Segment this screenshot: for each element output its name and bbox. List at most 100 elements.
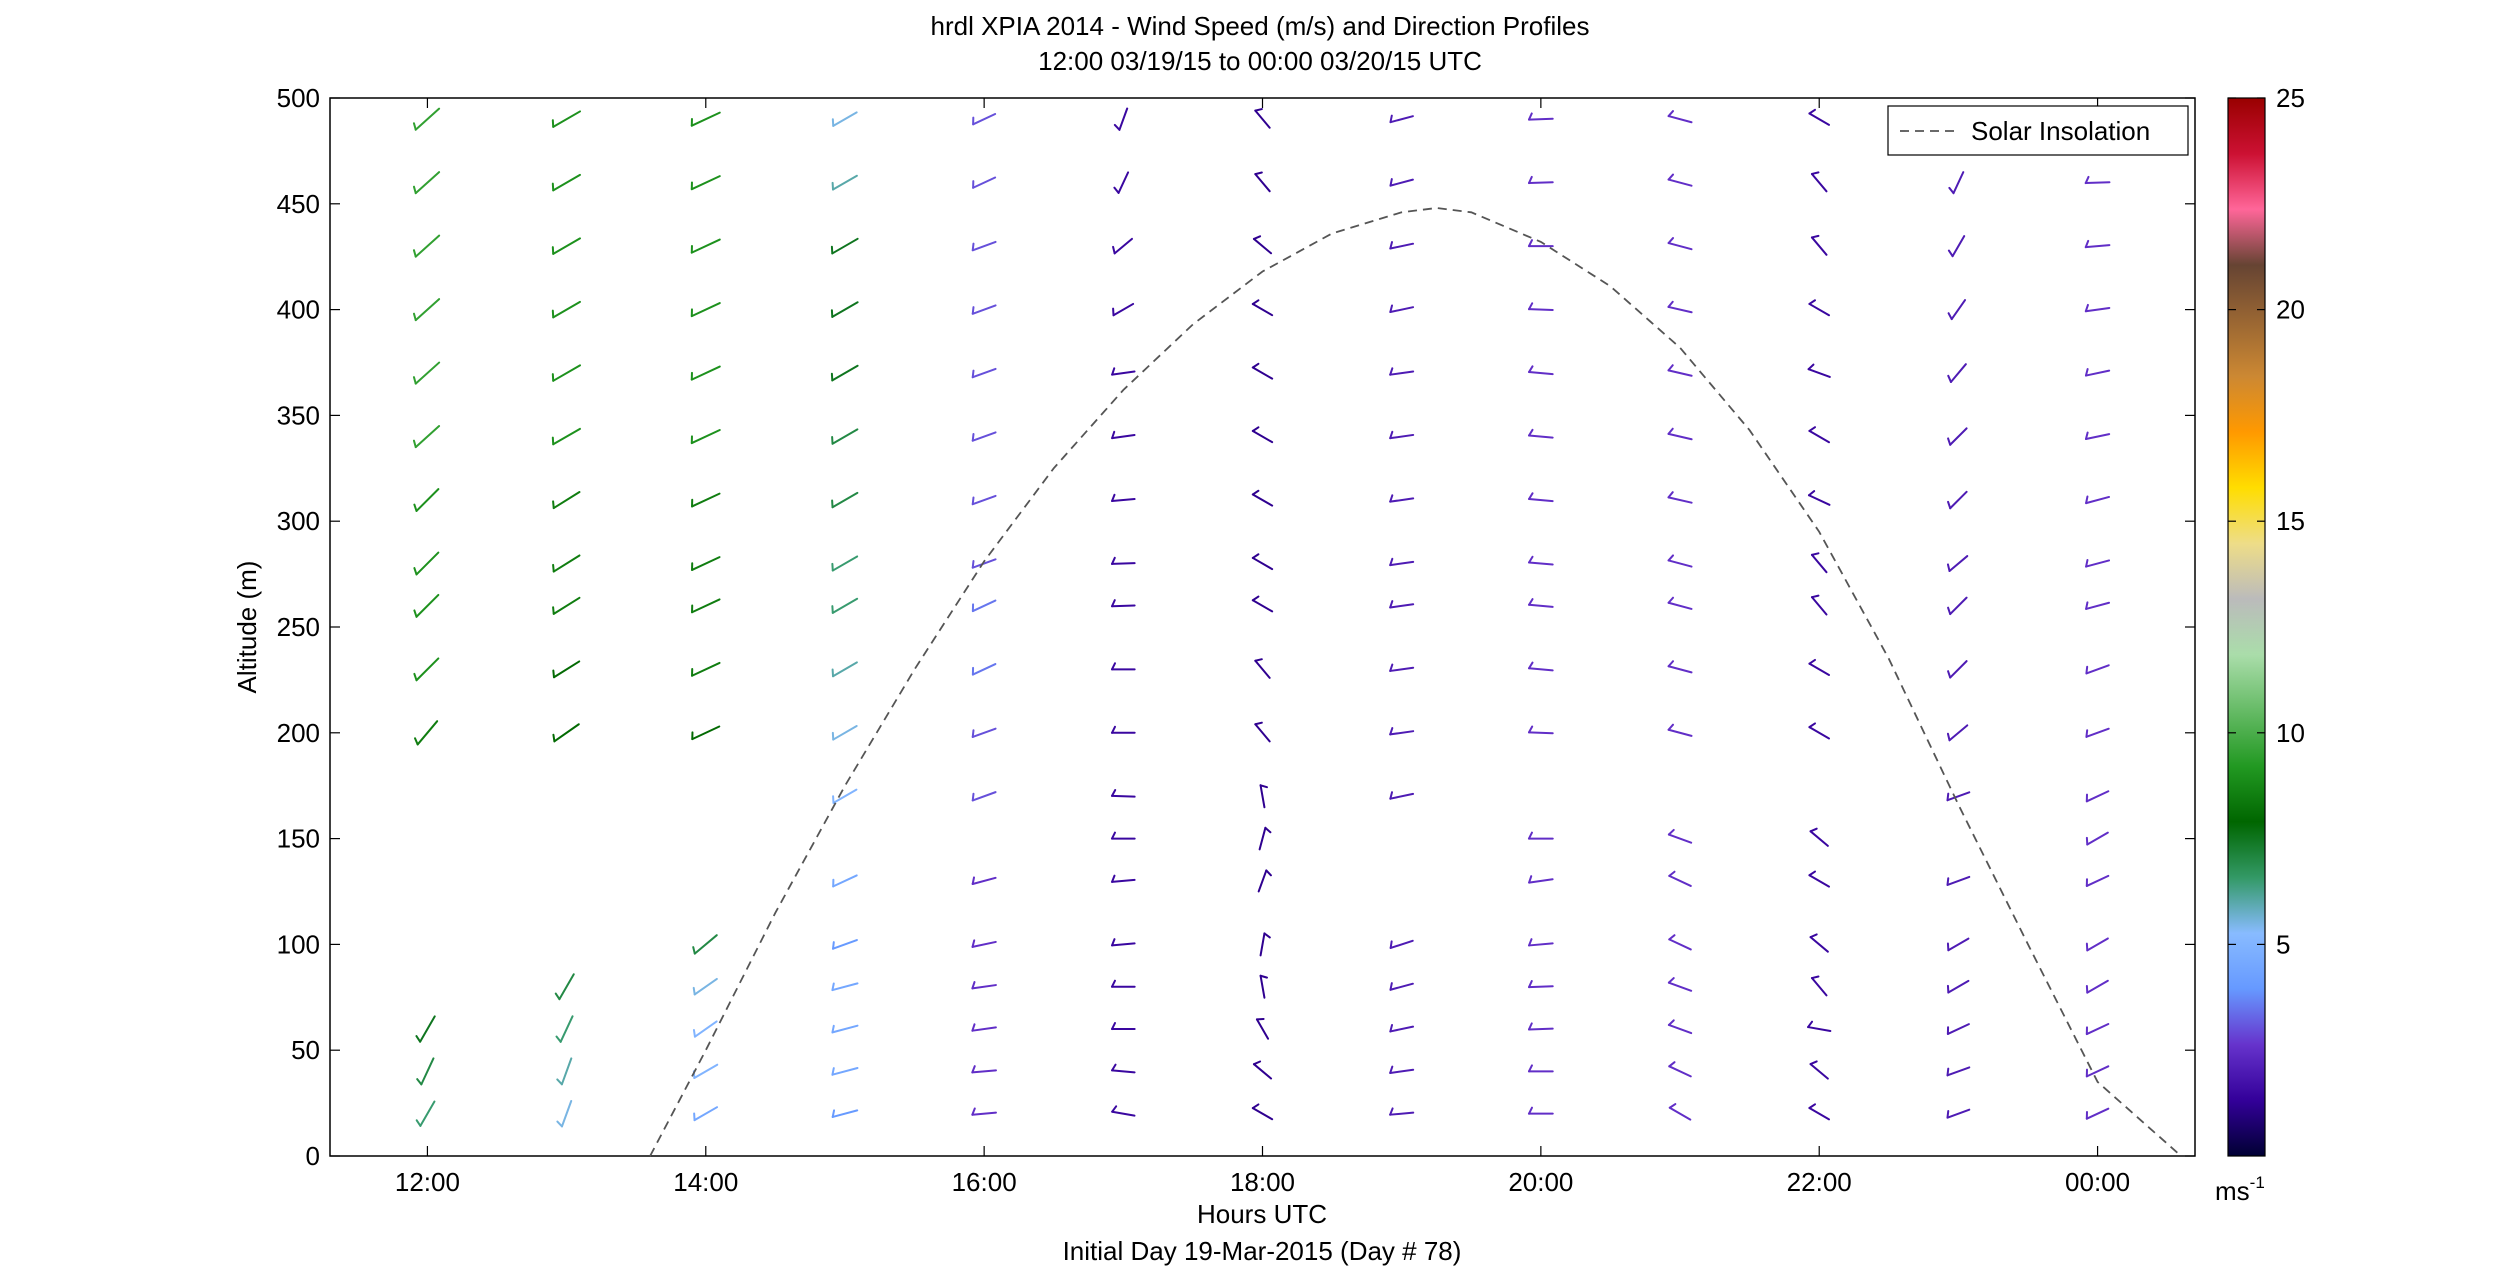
wind-barb bbox=[1810, 975, 1828, 997]
wind-barb bbox=[412, 298, 441, 322]
y-tick-label: 0 bbox=[306, 1141, 320, 1171]
wind-barb-stick bbox=[560, 1057, 573, 1086]
wind-barb bbox=[1111, 556, 1136, 565]
wind-barb-stick bbox=[1111, 498, 1136, 503]
wind-barb-flag bbox=[552, 606, 555, 615]
wind-barb-stick bbox=[972, 113, 997, 126]
wind-barb-stick bbox=[1117, 171, 1130, 194]
wind-barb bbox=[691, 556, 721, 571]
legend-label: Solar Insolation bbox=[1971, 116, 2150, 146]
wind-barb-flag bbox=[1252, 1060, 1262, 1066]
wind-barb bbox=[1667, 660, 1693, 674]
wind-barb-flag bbox=[1810, 975, 1820, 980]
wind-barb-stick bbox=[1389, 370, 1415, 376]
wind-barb-flag bbox=[971, 729, 975, 738]
wind-barb bbox=[1255, 1017, 1270, 1040]
wind-barb bbox=[692, 934, 718, 955]
wind-barb bbox=[1389, 241, 1415, 250]
wind-barb bbox=[1527, 239, 1554, 248]
wind-barb-flag bbox=[555, 1035, 562, 1043]
wind-barb bbox=[413, 593, 440, 618]
wind-barb bbox=[971, 240, 997, 252]
wind-barb bbox=[1947, 596, 1968, 616]
wind-barb-flag bbox=[1113, 123, 1121, 131]
wind-barb-stick bbox=[971, 663, 997, 676]
wind-barb bbox=[1258, 826, 1272, 851]
wind-barb-stick bbox=[415, 593, 440, 618]
wind-barb-stick bbox=[1667, 665, 1693, 674]
wind-barb-flag bbox=[2084, 368, 2089, 377]
wind-barb-stick bbox=[1667, 601, 1693, 610]
wind-barb-stick bbox=[691, 598, 721, 614]
wind-barb-stick bbox=[1259, 974, 1266, 999]
wind-barb-stick bbox=[691, 492, 721, 508]
wind-barb-stick bbox=[2085, 874, 2110, 887]
wind-barb-stick bbox=[416, 720, 439, 746]
wind-barb-stick bbox=[832, 725, 858, 741]
wind-barb-stick bbox=[1251, 1107, 1274, 1121]
wind-barb-stick bbox=[414, 361, 441, 385]
y-tick-label: 200 bbox=[277, 718, 320, 748]
wind-barb bbox=[1808, 722, 1831, 740]
wind-barb-flag bbox=[971, 306, 975, 315]
wind-barb-stick bbox=[1254, 109, 1271, 129]
wind-barb-stick bbox=[1808, 662, 1831, 676]
wind-barb-stick bbox=[691, 725, 721, 741]
wind-barb-stick bbox=[419, 1015, 436, 1043]
wind-barb-flag bbox=[971, 876, 976, 885]
wind-barb-stick bbox=[1807, 1026, 1832, 1033]
wind-barb bbox=[971, 981, 997, 990]
wind-barb bbox=[831, 982, 859, 992]
y-tick-label: 100 bbox=[277, 929, 320, 959]
wind-barb-stick bbox=[552, 660, 581, 679]
wind-barb-flag bbox=[413, 672, 418, 682]
wind-barb bbox=[1667, 491, 1693, 504]
wind-barb-flag bbox=[1947, 249, 1954, 258]
wind-barb bbox=[1389, 430, 1415, 440]
wind-barb-flag bbox=[1527, 980, 1533, 989]
wind-barb-stick bbox=[693, 1106, 719, 1122]
wind-barb-flag bbox=[971, 560, 975, 569]
wind-barb bbox=[555, 1015, 574, 1043]
wind-barb-flag bbox=[1389, 1107, 1394, 1116]
wind-barb-flag bbox=[1667, 173, 1675, 181]
wind-barb bbox=[1810, 552, 1828, 574]
wind-barb-flag bbox=[1389, 982, 1393, 991]
wind-barb bbox=[1807, 363, 1831, 378]
wind-barb-flag bbox=[1110, 831, 1116, 840]
x-axis-label: Hours UTC bbox=[1197, 1199, 1327, 1229]
wind-barb-flag bbox=[1946, 792, 1950, 802]
wind-barb-stick bbox=[831, 1024, 859, 1034]
wind-barb-stick bbox=[2086, 937, 2109, 952]
wind-barb-stick bbox=[971, 431, 997, 442]
x-axis-ticks: 12:00 14:00 16:00 18:00 20:00 22:00 00:00 bbox=[395, 98, 2130, 1197]
x-tick-label: 22:00 bbox=[1787, 1167, 1852, 1197]
wind-barb bbox=[692, 1020, 718, 1038]
wind-barb-stick bbox=[1947, 979, 1970, 994]
wind-barb-flag bbox=[2085, 559, 2089, 568]
wind-barb bbox=[690, 238, 721, 254]
wind-barb-flag bbox=[1389, 600, 1394, 609]
wind-barb bbox=[1389, 791, 1415, 800]
wind-barb-flag bbox=[1254, 108, 1263, 112]
wind-barb-stick bbox=[1808, 429, 1831, 444]
wind-barb-flag bbox=[832, 941, 835, 950]
wind-barb-flag bbox=[1667, 977, 1675, 984]
wind-barb-flag bbox=[1808, 108, 1817, 115]
wind-barb-stick bbox=[552, 173, 581, 192]
wind-barb-stick bbox=[552, 596, 581, 615]
wind-barb-flag bbox=[1947, 312, 1953, 321]
legend: Solar Insolation bbox=[1887, 105, 2189, 156]
wind-barb-stick bbox=[1809, 830, 1829, 847]
wind-barb-flag bbox=[1808, 658, 1817, 665]
colorbar-scale bbox=[2227, 97, 2266, 1157]
wind-barb-stick bbox=[971, 599, 997, 613]
wind-barb bbox=[692, 977, 718, 996]
wind-barb-flag bbox=[1528, 938, 1533, 947]
wind-barb bbox=[1946, 724, 1969, 742]
wind-barb-stick bbox=[1259, 932, 1266, 957]
wind-barb-stick bbox=[971, 1069, 997, 1074]
wind-barb bbox=[1389, 1065, 1415, 1074]
wind-barb-flag bbox=[1946, 1109, 1950, 1119]
